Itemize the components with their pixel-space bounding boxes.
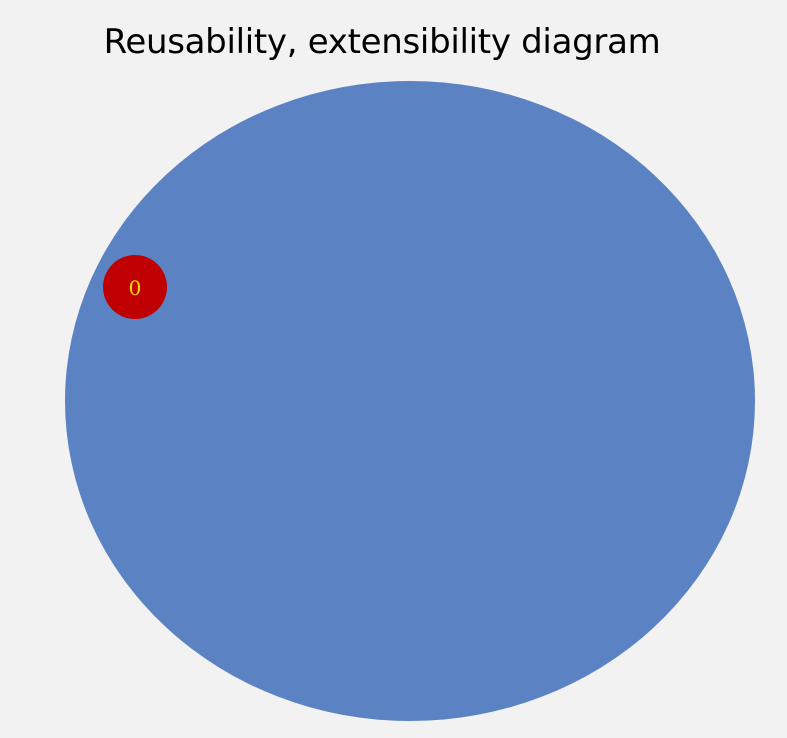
node-marker[interactable]: 0 <box>103 255 167 319</box>
outer-circle <box>65 81 755 721</box>
diagram-title: Reusability, extensibility diagram <box>103 22 661 62</box>
node-marker-circle <box>103 255 167 319</box>
node-marker-label: 0 <box>129 276 142 300</box>
